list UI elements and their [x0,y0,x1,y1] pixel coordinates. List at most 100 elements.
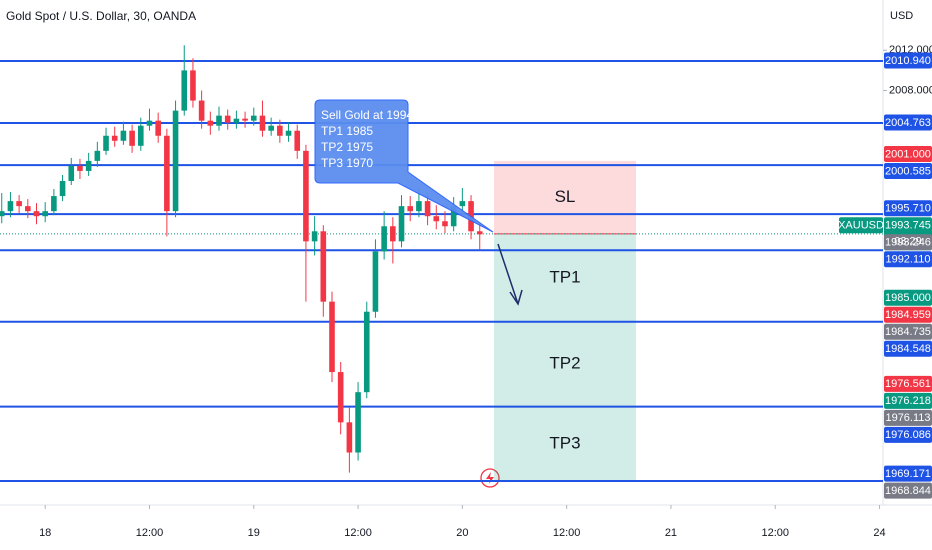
candle-body [294,130,301,151]
candle-body [320,231,327,302]
candle-body [207,120,214,126]
candle-body [381,226,387,252]
callout-text: TP2 1975 [321,140,373,154]
zone-label: TP3 [549,433,580,452]
event-bolt [486,472,494,484]
chart-title: Gold Spot / U.S. Dollar, 30, OANDA [6,9,196,23]
x-tick-label: 18 [39,527,51,539]
candle-body [329,301,335,373]
x-tick-label: 12:00 [344,527,372,539]
candle-body [164,135,170,212]
price-tag [884,392,932,409]
candle-body [250,115,257,121]
x-tick-label: 12:00 [761,527,789,539]
candle-body [476,231,483,235]
candle-body [42,211,48,217]
candle-body [137,125,144,146]
candle-body [198,100,205,121]
price-tag [884,145,932,162]
candle-body [459,201,466,207]
candle-body [450,206,457,227]
candle-body [285,130,292,136]
candle-body [103,135,109,151]
price-tag-label: 1984.548 [885,343,931,355]
candle-body [268,125,274,131]
price-tag [884,114,932,131]
symbol-tag [839,217,883,234]
candle-body [172,110,179,212]
candle-body [216,115,222,126]
candle-body [111,135,118,141]
price-tag-label: 1976.086 [885,429,931,441]
price-tag [884,234,932,251]
candle-body [181,70,188,111]
candle-body [416,201,422,212]
countdown: 03:29 [894,236,922,248]
price-tag [884,52,932,69]
price-tag-label: 1976.561 [885,378,931,390]
price-tag [884,482,932,499]
candle-body [363,311,370,393]
callout-text: Sell Gold at 1994 [321,108,413,122]
price-tag-label: 2010.940 [885,55,931,67]
price-tag-label: 1984.735 [885,326,931,338]
candle-body [259,115,266,131]
arrow [497,243,523,306]
candle-body [190,70,196,101]
candle-body [120,130,127,141]
x-tick-label: 19 [248,527,260,539]
candle-body [51,196,57,212]
candle-body [146,120,153,126]
price-tag-label: 1968.844 [885,485,931,497]
price-tag-label: 1984.959 [885,309,931,321]
candle-body [424,201,431,217]
zone [494,160,636,234]
zone [494,406,636,481]
callout [314,99,494,233]
price-tag [884,323,932,340]
x-tick-label: 20 [456,527,468,539]
price-tag-label: 1969.171 [885,468,931,480]
price-tag [884,426,932,443]
candle-body [94,150,101,161]
price-tag-label: 1993.246 [885,237,931,249]
price-tag-label: 2001.000 [885,148,931,160]
price-tag-label: 2000.585 [885,165,931,177]
candle-body [372,251,379,312]
candle-body [311,231,318,242]
zone [494,233,636,322]
candle-body [0,211,5,217]
price-tag-label: 1985.000 [885,292,931,304]
candle-body [433,216,440,222]
price-tag [884,251,932,268]
price-tag [884,409,932,426]
candle-body [233,118,240,123]
candle-body [85,160,92,171]
price-tag [884,289,932,306]
price-tag [884,200,932,217]
x-tick-label: 24 [873,527,885,539]
x-tick-label: 21 [665,527,677,539]
price-tag [884,375,932,392]
candle-body [407,206,414,212]
x-tick-label: 12:00 [136,527,164,539]
candle-body [129,130,135,146]
candle-body [390,226,396,242]
candle-body [398,206,405,242]
candle-body [33,211,40,217]
zone [494,321,636,407]
candle-body [442,221,448,227]
price-tag-label: 1993.745 [885,220,931,232]
candle-body [337,372,344,423]
candle-body [242,118,248,121]
zone-label: TP1 [549,267,580,286]
price-tag-label: 1976.218 [885,395,931,407]
candle-body [7,201,14,212]
candle-body [16,201,22,207]
price-tag [884,162,932,179]
y-tick-label: 2008.000 [889,84,932,96]
price-tag [884,465,932,482]
candle-body [303,150,309,242]
candle-body [59,181,66,197]
